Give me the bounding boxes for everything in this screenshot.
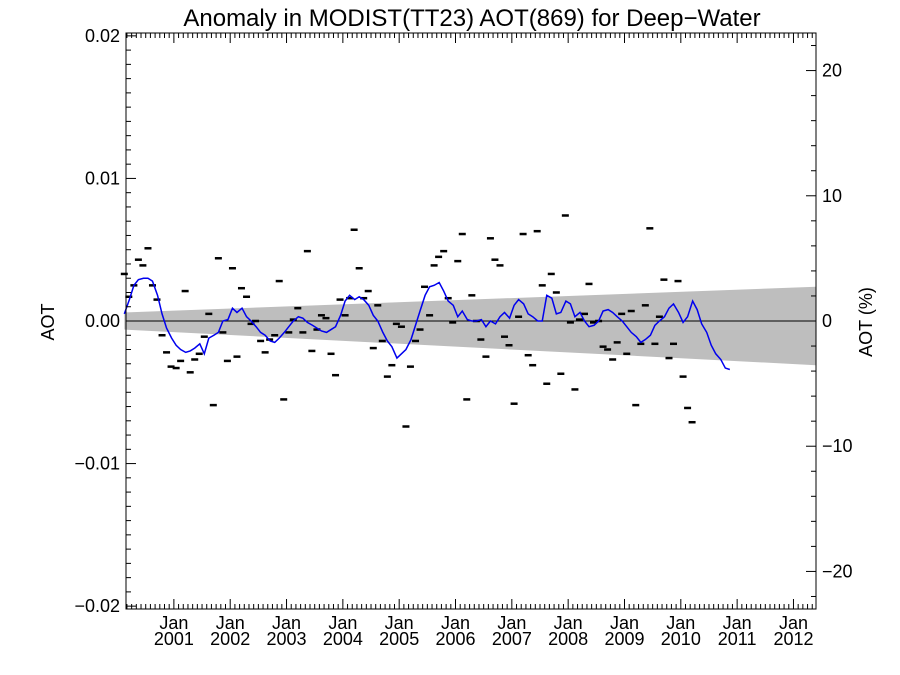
y-tick-label: −0.01 <box>74 454 120 474</box>
chart-title: Anomaly in MODIST(TT23) AOT(869) for Dee… <box>183 5 760 32</box>
x-tick-label-year: 2011 <box>718 629 757 649</box>
x-tick-label-month: Jan <box>328 613 357 633</box>
x-tick-label-year: 2007 <box>492 629 532 649</box>
x-tick-label-year: 2009 <box>604 629 644 649</box>
x-tick-label-year: 2012 <box>773 629 813 649</box>
y-tick-label: −0.02 <box>74 596 120 616</box>
y-right-tick-label: 0 <box>822 311 832 331</box>
y-axis-label-left: AOT <box>38 303 58 340</box>
y-axis-label-right: AOT (%) <box>856 287 876 357</box>
x-tick-label-month: Jan <box>216 613 245 633</box>
y-right-tick-label: −20 <box>822 561 853 581</box>
x-tick-label-month: Jan <box>666 613 695 633</box>
x-tick-label-month: Jan <box>610 613 639 633</box>
x-tick-label-month: Jan <box>779 613 808 633</box>
y-right-tick-label: 20 <box>822 61 842 81</box>
x-tick-label-year: 2006 <box>435 629 475 649</box>
y-tick-label: 0.01 <box>85 168 120 188</box>
smoothed-anomaly-line <box>123 277 731 371</box>
y-tick-label: 0.02 <box>85 26 120 46</box>
x-tick-label-month: Jan <box>554 613 583 633</box>
x-tick-label-year: 2001 <box>154 629 194 649</box>
x-tick-label-month: Jan <box>497 613 526 633</box>
plot-area: 0.020.010.00−0.01−0.0220100−10−20Jan2001… <box>74 26 852 649</box>
x-tick-label-month: Jan <box>385 613 414 633</box>
x-tick-label-month: Jan <box>159 613 188 633</box>
x-tick-label-year: 2002 <box>210 629 250 649</box>
x-tick-label-month: Jan <box>441 613 470 633</box>
x-tick-label-month: Jan <box>723 613 752 633</box>
y-right-tick-label: 10 <box>822 186 842 206</box>
y-right-tick-label: −10 <box>822 436 853 456</box>
x-tick-label-year: 2005 <box>379 629 419 649</box>
x-tick-label-year: 2010 <box>661 629 701 649</box>
x-tick-label-year: 2003 <box>267 629 307 649</box>
x-tick-label-year: 2004 <box>323 629 363 649</box>
y-tick-label: 0.00 <box>85 311 120 331</box>
uncertainty-band <box>124 286 817 366</box>
x-tick-label-month: Jan <box>272 613 301 633</box>
x-tick-label-year: 2008 <box>548 629 588 649</box>
